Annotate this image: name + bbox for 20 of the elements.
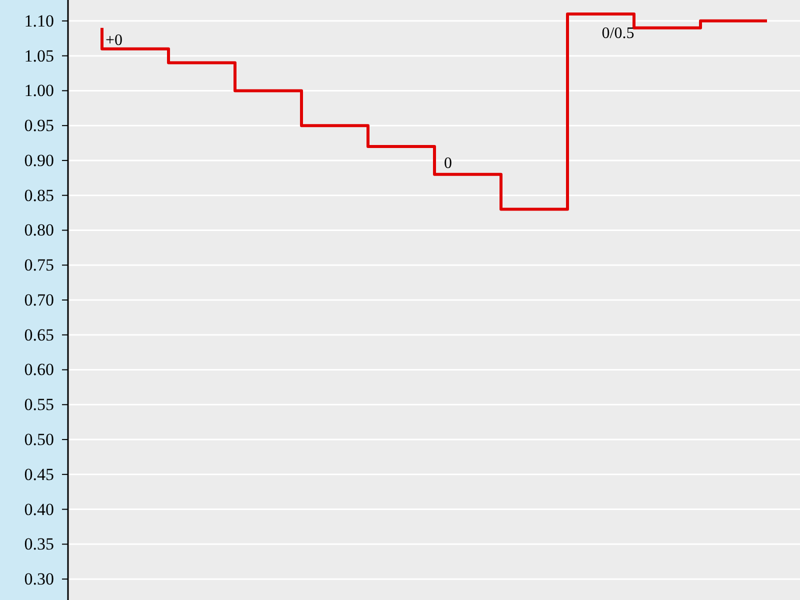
y-tick-label: 0.45 xyxy=(24,464,54,484)
y-tick-label: 0.50 xyxy=(24,430,54,449)
y-tick-label: 1.10 xyxy=(24,11,54,30)
y-tick-label: 0.55 xyxy=(24,395,54,414)
y-tick-label: 0.35 xyxy=(24,534,54,554)
y-tick-label: 0.40 xyxy=(24,500,54,519)
y-tick-label: 0.70 xyxy=(24,290,54,310)
y-tick-label: 1.05 xyxy=(24,46,54,66)
annotation: +0 xyxy=(105,32,123,49)
annotation: 0 xyxy=(444,155,452,172)
y-tick-label: 0.75 xyxy=(24,256,54,275)
y-tick-label: 0.85 xyxy=(24,186,54,205)
annotation: 0/0.5 xyxy=(602,25,634,42)
y-tick-label: 0.95 xyxy=(24,116,54,136)
y-tick-label: 0.65 xyxy=(24,325,54,344)
y-tick-label: 1.00 xyxy=(24,81,54,100)
y-tick-label: 0.30 xyxy=(24,570,54,589)
y-tick-label: 0.90 xyxy=(24,150,54,170)
y-tick-label: 0.60 xyxy=(24,360,54,380)
y-tick-label: 0.80 xyxy=(24,220,54,240)
